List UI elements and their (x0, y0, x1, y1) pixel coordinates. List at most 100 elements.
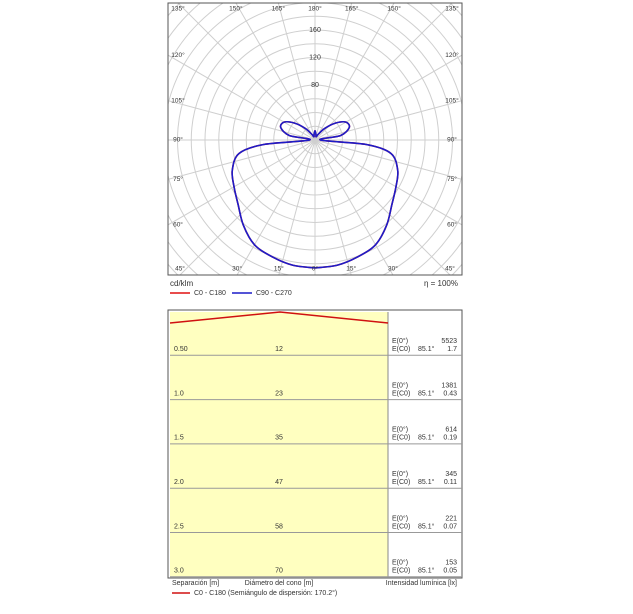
ec0-value: 0.07 (443, 523, 457, 530)
e0-value: 221 (445, 515, 457, 522)
legend-label: C0 - C180 (194, 290, 226, 297)
angle-label: 105° (171, 96, 185, 104)
diameter: 47 (275, 479, 283, 486)
spoke (314, 139, 451, 275)
angle-label: 45° (445, 265, 455, 273)
spoke (235, 3, 316, 141)
unit-label: cd/klm (170, 279, 193, 288)
efficiency: η = 100% (424, 279, 458, 288)
diameter: 58 (275, 523, 283, 530)
spoke (277, 3, 316, 141)
angle-label: 105° (445, 96, 459, 104)
angle-label: 150° (229, 5, 243, 13)
angle-label: 45° (175, 265, 185, 273)
distance: 2.5 (174, 523, 184, 530)
angle-label: 180° (308, 5, 322, 13)
angle-label: 30° (388, 265, 398, 273)
e0-value: 153 (445, 560, 457, 567)
e0-label: E(0°) (392, 470, 408, 478)
spoke (314, 3, 353, 141)
e0-label: E(0°) (392, 381, 408, 389)
e0-value: 345 (445, 471, 457, 478)
ec0-label: E(C0) (392, 390, 410, 397)
ec0-angle: 85.1° (418, 389, 435, 397)
e0-value: 614 (445, 427, 457, 434)
e0-label: E(0°) (392, 426, 408, 434)
spoke (314, 139, 352, 275)
polar-frame (167, 2, 463, 276)
spoke (314, 54, 462, 141)
polar-curves (231, 121, 399, 269)
angle-label: 75° (173, 175, 183, 183)
angle-label: 75° (447, 175, 457, 183)
spoke (168, 100, 316, 141)
spoke (314, 100, 462, 141)
polar-grid (168, 3, 462, 275)
angle-label: 0° (312, 265, 319, 273)
ec0-value: 0.11 (444, 479, 457, 486)
e0-label: E(0°) (392, 337, 408, 345)
ec0-label: E(C0) (392, 568, 410, 575)
angle-label: 165° (272, 5, 286, 13)
angle-label: 30° (232, 265, 242, 273)
cone-diagram: Separación [m] Diámetro del cono [m] Int… (167, 309, 463, 597)
axis-intensity: Intensidad lumínica [lx] (386, 580, 457, 587)
spoke (179, 139, 316, 275)
angle-label: 150° (387, 5, 401, 13)
angle-label: 60° (173, 221, 183, 229)
ec0-angle: 85.1° (418, 434, 435, 442)
e0-label: E(0°) (392, 514, 408, 522)
ec0-label: E(C0) (392, 523, 410, 530)
axis-diameter: Diámetro del cono [m] (245, 580, 314, 587)
distance: 3.0 (174, 568, 184, 575)
spoke (314, 139, 394, 275)
spoke (177, 3, 316, 141)
ec0-angle: 85.1° (418, 478, 435, 486)
distance: 0.50 (174, 346, 188, 353)
radial-label: 80 (311, 82, 319, 89)
spoke (168, 54, 316, 141)
distance: 2.0 (174, 479, 184, 486)
angle-label: 135° (445, 5, 459, 13)
diameter: 12 (275, 346, 283, 353)
spoke (168, 139, 316, 226)
angle-label: 60° (447, 221, 457, 229)
ec0-value: 0.19 (443, 435, 457, 442)
diameter: 23 (275, 390, 283, 397)
diameter: 70 (275, 568, 283, 575)
angle-label: 90° (173, 136, 183, 144)
radial-label: 160 (309, 27, 321, 34)
diameter: 35 (275, 435, 283, 442)
ec0-label: E(C0) (392, 479, 410, 486)
spoke (314, 139, 462, 226)
angle-label: 135° (171, 5, 185, 13)
cone-beam (169, 311, 389, 324)
ec0-label: E(C0) (392, 346, 410, 353)
distance: 1.0 (174, 390, 184, 397)
axis-separation: Separación [m] (172, 580, 219, 587)
intensity-curve (231, 121, 316, 269)
spoke (278, 139, 316, 275)
angle-label: 120° (171, 51, 185, 59)
spoke (236, 139, 316, 275)
spoke (168, 139, 316, 180)
e0-value: 5523 (441, 338, 457, 345)
distance: 1.5 (174, 435, 184, 442)
ec0-angle: 85.1° (418, 345, 435, 353)
radial-label: 120 (309, 54, 321, 61)
angle-label: 15° (346, 265, 356, 273)
ec0-value: 1.7 (447, 346, 457, 353)
legend-label: C90 - C270 (256, 290, 292, 297)
ec0-angle: 85.1° (418, 522, 435, 530)
spoke (314, 3, 453, 141)
spoke (314, 139, 462, 180)
angle-label: 165° (345, 5, 359, 13)
ec0-value: 0.43 (443, 390, 457, 397)
ec0-label: E(C0) (392, 435, 410, 442)
ec0-angle: 85.1° (418, 567, 435, 575)
e0-value: 1381 (441, 382, 457, 389)
angle-label: 120° (445, 51, 459, 59)
cone-legend: C0 - C180 (Semiángulo de dispersión: 170… (194, 589, 337, 597)
